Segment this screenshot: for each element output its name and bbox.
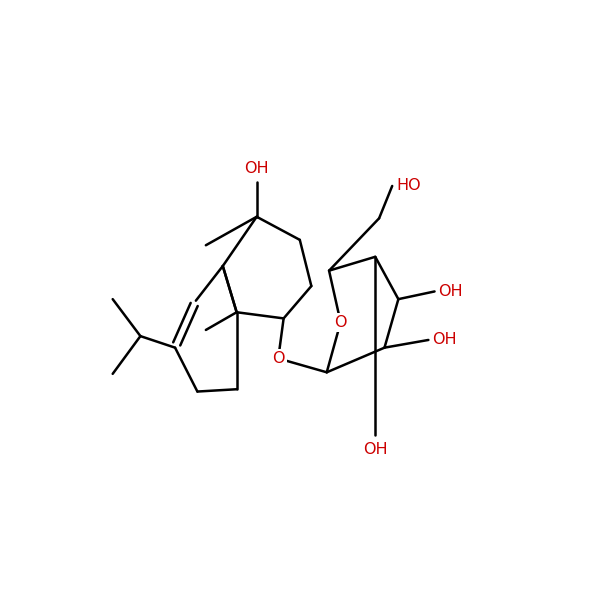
Text: OH: OH	[432, 332, 457, 347]
Text: HO: HO	[396, 178, 421, 193]
Text: O: O	[334, 315, 347, 330]
Text: OH: OH	[363, 442, 388, 457]
Text: OH: OH	[439, 284, 463, 299]
Text: OH: OH	[244, 161, 269, 176]
Text: O: O	[272, 351, 284, 366]
